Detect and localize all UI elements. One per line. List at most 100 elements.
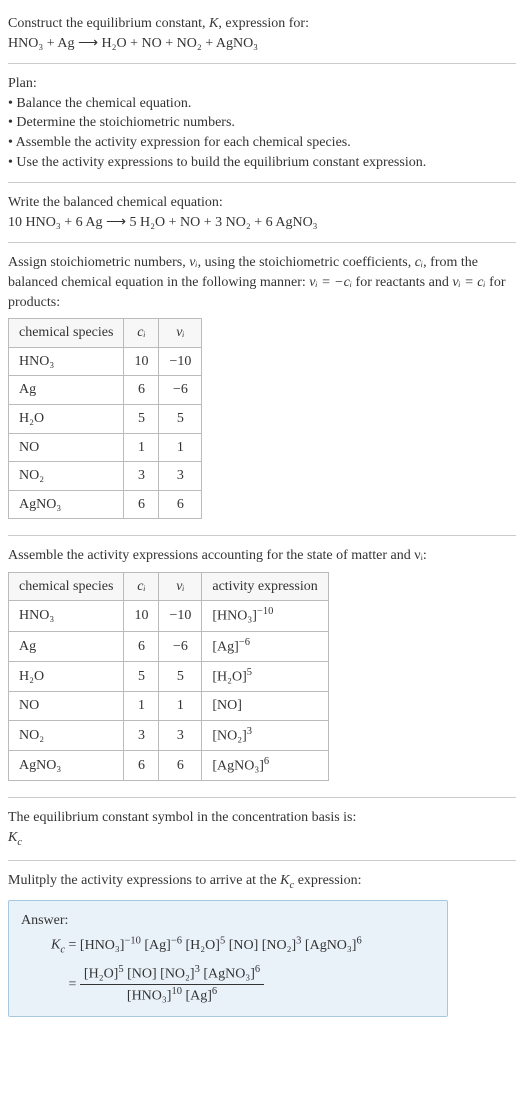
- table-header: cᵢ: [124, 572, 159, 601]
- table-cell: H₂O: [9, 661, 124, 691]
- table-cell: 1: [159, 692, 202, 721]
- term-exp: 6: [255, 964, 260, 975]
- plan-item: • Determine the stoichiometric numbers.: [8, 113, 516, 133]
- table-row: Ag6−6: [9, 376, 202, 405]
- table-cell: 6: [124, 490, 159, 519]
- divider: [8, 182, 516, 183]
- term-exp: 10: [171, 986, 182, 997]
- answer-fraction: [H₂O]5 [NO] [NO₂]3 [AgNO₃]6 [HNO₃]10 [Ag…: [80, 963, 264, 1007]
- table-cell: 3: [124, 462, 159, 491]
- table-cell: NO: [9, 433, 124, 462]
- term: [H₂O]: [186, 938, 220, 953]
- table-cell: H₂O: [9, 404, 124, 433]
- multiply-block: Mulitply the activity expressions to arr…: [8, 865, 516, 1029]
- table-header: chemical species: [9, 572, 124, 601]
- table-cell: 1: [159, 433, 202, 462]
- table-cell: −10: [159, 601, 202, 631]
- table-cell: NO: [9, 692, 124, 721]
- table-cell: −6: [159, 631, 202, 661]
- symbol-line: The equilibrium constant symbol in the c…: [8, 808, 516, 828]
- table-header: cᵢ: [124, 319, 159, 348]
- assign-nu: νᵢ: [189, 255, 197, 270]
- assign-eq2: νᵢ = cᵢ: [452, 275, 485, 290]
- answer-product-line: [HNO₃]−10 [Ag]−6 [H₂O]5 [NO] [NO₂]3 [AgN…: [80, 938, 362, 953]
- term-exp: 3: [195, 964, 200, 975]
- table-cell: 5: [159, 661, 202, 691]
- table-cell: 1: [124, 692, 159, 721]
- term-exp: −10: [124, 935, 140, 946]
- assemble-block: Assemble the activity expressions accoun…: [8, 540, 516, 793]
- table-row: NO₂33: [9, 462, 202, 491]
- table-row: NO11[NO]: [9, 692, 329, 721]
- table-cell: [NO]: [202, 692, 328, 721]
- table-header: νᵢ: [159, 572, 202, 601]
- divider: [8, 797, 516, 798]
- table-cell: 6: [159, 751, 202, 781]
- assemble-text: Assemble the activity expressions accoun…: [8, 546, 516, 566]
- divider: [8, 860, 516, 861]
- table-cell: HNO₃: [9, 601, 124, 631]
- assign-t2: , using the stoichiometric coefficients,: [198, 255, 415, 270]
- divider: [8, 242, 516, 243]
- activity-table: chemical speciescᵢνᵢactivity expression H…: [8, 572, 329, 781]
- intro-reaction: HNO₃ + Ag ⟶ H₂O + NO + NO₂ + AgNO₃: [8, 36, 258, 51]
- answer-box: Answer: Kc = [HNO₃]−10 [Ag]−6 [H₂O]5 [NO…: [8, 900, 448, 1017]
- table-cell: AgNO₃: [9, 490, 124, 519]
- plan-item: • Balance the chemical equation.: [8, 94, 516, 114]
- table-row: HNO₃10−10: [9, 347, 202, 376]
- term: [NO]: [127, 966, 157, 981]
- answer-label: Answer:: [21, 911, 435, 931]
- table-cell: AgNO₃: [9, 751, 124, 781]
- term: [Ag]: [185, 989, 211, 1004]
- table-cell: Ag: [9, 631, 124, 661]
- term-exp: 6: [212, 986, 217, 997]
- intro-text-1b: , expression for:: [218, 16, 309, 31]
- intro-text-1: Construct the equilibrium constant,: [8, 16, 209, 31]
- table-cell: 10: [124, 601, 159, 631]
- table-cell: NO₂: [9, 720, 124, 750]
- balanced-heading: Write the balanced chemical equation:: [8, 193, 516, 213]
- table-cell: 6: [124, 376, 159, 405]
- table-cell: 3: [159, 462, 202, 491]
- table-header: activity expression: [202, 572, 328, 601]
- table-cell: [H₂O]5: [202, 661, 328, 691]
- term: [HNO₃]: [80, 938, 125, 953]
- plan-block: Plan: • Balance the chemical equation.• …: [8, 68, 516, 178]
- balanced-equation: 10 HNO₃ + 6 Ag ⟶ 5 H₂O + NO + 3 NO₂ + 6 …: [8, 213, 516, 233]
- answer-Kc-sub: c: [60, 945, 65, 956]
- term-exp: 5: [220, 935, 225, 946]
- table-row: AgNO₃66[AgNO₃]6: [9, 751, 329, 781]
- table-cell: −10: [159, 347, 202, 376]
- multiply-t1: Mulitply the activity expressions to arr…: [8, 873, 280, 888]
- table-row: NO₂33[NO₂]3: [9, 720, 329, 750]
- table-cell: 3: [124, 720, 159, 750]
- table-cell: 6: [124, 631, 159, 661]
- term: [NO]: [229, 938, 259, 953]
- term: [Ag]: [144, 938, 170, 953]
- table-cell: [Ag]−6: [202, 631, 328, 661]
- answer-denominator: [HNO₃]10 [Ag]6: [80, 985, 264, 1006]
- table-header: chemical species: [9, 319, 124, 348]
- plan-item: • Assemble the activity expression for e…: [8, 133, 516, 153]
- equals-sign: =: [69, 977, 80, 992]
- table-cell: −6: [159, 376, 202, 405]
- table-cell: 6: [159, 490, 202, 519]
- table-cell: NO₂: [9, 462, 124, 491]
- assign-ci: cᵢ: [415, 255, 423, 270]
- table-cell: [AgNO₃]6: [202, 751, 328, 781]
- intro-block: Construct the equilibrium constant, K, e…: [8, 8, 516, 59]
- assign-t1: Assign stoichiometric numbers,: [8, 255, 189, 270]
- table-cell: 1: [124, 433, 159, 462]
- equals-sign: =: [69, 938, 80, 953]
- table-cell: Ag: [9, 376, 124, 405]
- table-cell: 5: [124, 404, 159, 433]
- divider: [8, 535, 516, 536]
- plan-heading: Plan:: [8, 74, 516, 94]
- table-cell: HNO₃: [9, 347, 124, 376]
- table-cell: 10: [124, 347, 159, 376]
- term-exp: 3: [296, 935, 301, 946]
- term-exp: 5: [118, 964, 123, 975]
- symbol-block: The equilibrium constant symbol in the c…: [8, 802, 516, 856]
- assign-block: Assign stoichiometric numbers, νᵢ, using…: [8, 247, 516, 531]
- assign-t4: for reactants and: [352, 275, 452, 290]
